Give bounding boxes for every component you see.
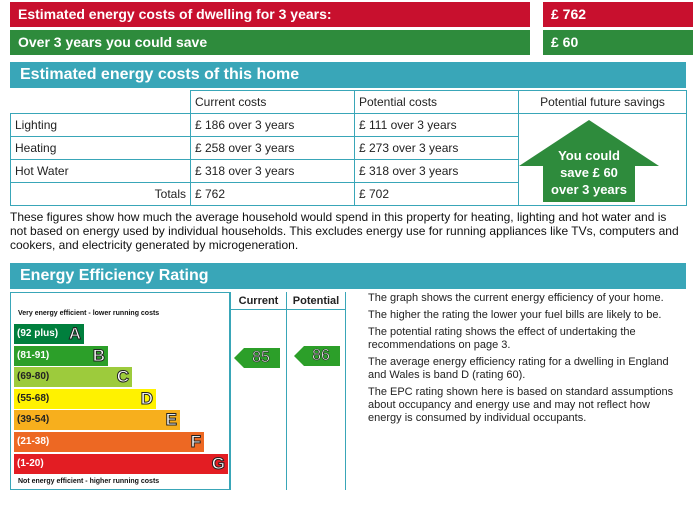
costs-header-row: Current costs Potential costs Potential … — [10, 90, 687, 114]
eer-chart: Current Potential Very energy efficient … — [10, 292, 346, 490]
eer-col-current-body — [230, 310, 286, 490]
totals-current: £ 762 — [190, 182, 355, 206]
row-potential: £ 273 over 3 years — [354, 136, 519, 160]
estimated-cost-value: £ 762 — [543, 2, 693, 27]
band-range: (39-54) — [17, 414, 50, 426]
potential-rating-arrow: 86 — [294, 346, 340, 366]
band-letter: C — [116, 367, 129, 387]
totals-label: Totals — [10, 182, 191, 206]
row-label: Lighting — [10, 113, 191, 137]
eer-paragraph: The average energy efficiency rating for… — [368, 356, 669, 381]
savings-label: Over 3 years you could save — [10, 30, 530, 55]
band-range: (81-91) — [17, 349, 50, 361]
band-letter: B — [92, 345, 105, 365]
savings-arrow-icon: You could save £ 60 over 3 years — [519, 120, 659, 202]
row-potential: £ 111 over 3 years — [354, 113, 519, 137]
band-letter: E — [165, 410, 177, 430]
band-range: (92 plus) — [17, 328, 59, 339]
eer-paragraph: The higher the rating the lower your fue… — [368, 309, 662, 321]
savings-arrow-line2: save £ 60 — [560, 165, 618, 180]
band-range: (55-68) — [17, 392, 50, 404]
potential-rating-value: 86 — [312, 347, 330, 365]
estimated-cost-label: Estimated energy costs of dwelling for 3… — [10, 2, 530, 27]
row-label: Heating — [10, 136, 191, 160]
band-range: (1-20) — [17, 457, 44, 469]
band-letter: G — [211, 453, 225, 473]
eer-paragraph: The EPC rating shown here is based on st… — [368, 386, 674, 424]
rating-band-g: (1-20) G — [14, 453, 228, 474]
row-current: £ 258 over 3 years — [190, 136, 355, 160]
rating-band-c: (69-80) C — [14, 367, 132, 388]
current-rating-arrow: 85 — [234, 348, 280, 368]
row-current: £ 318 over 3 years — [190, 159, 355, 183]
costs-section-title: Estimated energy costs of this home — [10, 62, 686, 88]
band-range: (21-38) — [17, 436, 50, 447]
rating-band-d: (55-68) D — [14, 388, 156, 409]
eer-paragraph: The graph shows the current energy effic… — [368, 292, 664, 304]
eer-col-potential: Potential — [286, 292, 346, 310]
potential-rating-arrow-icon — [294, 346, 340, 366]
row-current: £ 186 over 3 years — [190, 113, 355, 137]
savings-arrow-line1: You could — [558, 148, 620, 163]
eer-band-box — [10, 292, 230, 490]
savings-arrow-line3: over 3 years — [551, 182, 627, 197]
header-potential-costs: Potential costs — [354, 90, 519, 114]
current-rating-value: 85 — [252, 349, 270, 367]
totals-potential: £ 702 — [354, 182, 519, 206]
eer-col-current: Current — [230, 292, 286, 310]
band-letter: F — [190, 432, 201, 452]
row-potential: £ 318 over 3 years — [354, 159, 519, 183]
eer-section-title: Energy Efficiency Rating — [10, 263, 686, 289]
savings-value: £ 60 — [543, 30, 693, 55]
totals-row: Totals £ 762 £ 702 — [10, 182, 687, 206]
rating-band-e: (39-54) E — [14, 410, 180, 431]
eer-paragraph: The potential rating shows the effect of… — [368, 326, 636, 351]
eer-description: The graph shows the current energy effic… — [368, 292, 684, 429]
band-range: (69-80) — [17, 371, 50, 383]
costs-note: These figures show how much the average … — [10, 210, 679, 252]
band-letter: A — [68, 324, 81, 344]
eer-top-caption: Very energy efficient - lower running co… — [18, 310, 160, 317]
header-current-costs: Current costs — [190, 90, 355, 114]
rating-band-b: (81-91) B — [14, 345, 108, 366]
eer-bottom-caption: Not energy efficient - higher running co… — [18, 478, 160, 485]
rating-band-a: (92 plus) A — [14, 324, 84, 344]
rating-band-f: (21-38) F — [14, 432, 204, 452]
row-label: Hot Water — [10, 159, 191, 183]
band-letter: D — [140, 388, 153, 408]
header-potential-savings: Potential future savings — [518, 90, 687, 114]
current-rating-arrow-icon — [234, 348, 280, 368]
table-row: Hot Water £ 318 over 3 years £ 318 over … — [10, 159, 687, 183]
costs-header-blank — [10, 90, 191, 114]
eer-col-potential-body — [286, 310, 346, 490]
